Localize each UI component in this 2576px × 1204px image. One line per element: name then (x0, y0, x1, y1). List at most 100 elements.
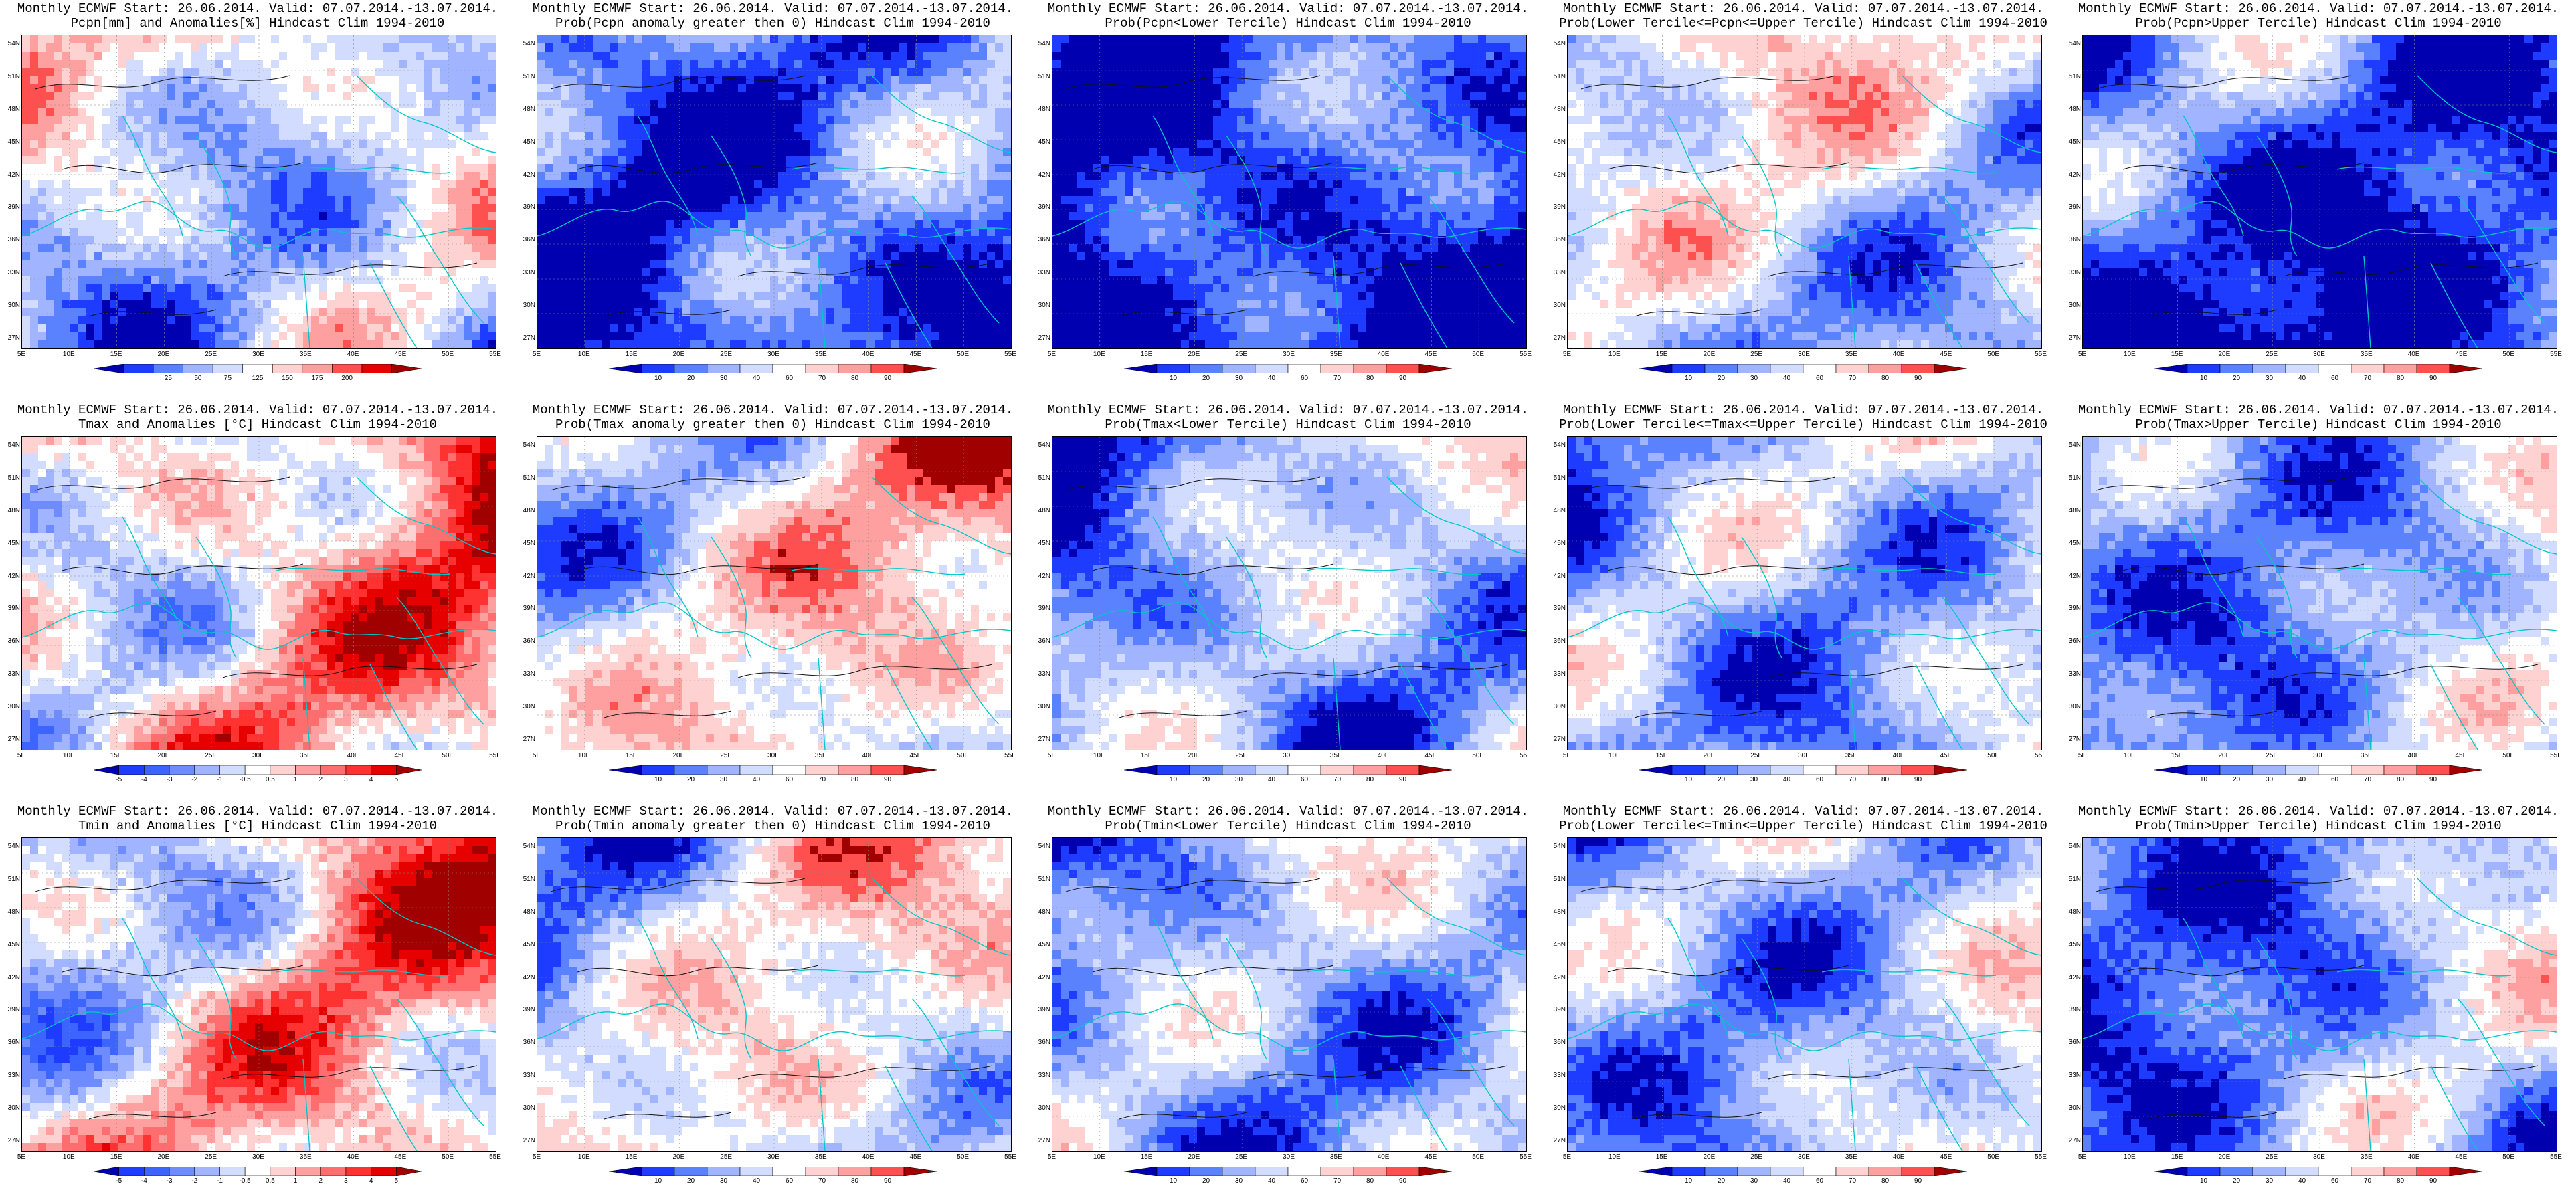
colorbar-label: 70 (1843, 1177, 1863, 1185)
latitude-tick-label: 54N (3, 40, 20, 47)
colorbar-label: 150 (278, 375, 298, 382)
longitude-tick-label: 30E (248, 752, 268, 759)
longitude-tick-label: 20E (668, 752, 688, 759)
colorbar-swatch (2285, 1166, 2319, 1177)
longitude-tick-label: 50E (2498, 350, 2518, 358)
colorbar-swatch (1737, 1166, 1771, 1177)
latitude-tick-label: 48N (1548, 106, 1566, 113)
colorbar-swatch (1934, 363, 1968, 374)
panel-title-line-2: Prob(Pcpn anomaly greater then 0) Hindca… (515, 16, 1030, 31)
latitude-tick-label: 33N (2063, 1072, 2081, 1079)
colorbar-label: 10 (2194, 375, 2214, 382)
latitude-tick-label: 51N (518, 876, 535, 883)
colorbar-label: 40 (2292, 776, 2312, 783)
colorbar-label: 60 (779, 375, 800, 382)
colorbar-label: 90 (878, 776, 898, 783)
latitude-tick-label: 36N (518, 236, 535, 243)
colorbar-swatch (608, 363, 642, 374)
map-panel: Monthly ECMWF Start: 26.06.2014. Valid: … (515, 0, 1030, 401)
longitude-tick-label: 10E (1604, 1153, 1625, 1161)
colorbar-label: 70 (1843, 375, 1863, 382)
colorbar-swatch (194, 1166, 220, 1177)
colorbar-label: 20 (1196, 776, 1216, 783)
longitude-tick-label: 10E (574, 350, 594, 358)
colorbar-swatch (242, 363, 273, 374)
latitude-tick-label: 48N (1033, 908, 1050, 916)
panel-title-line-1: Monthly ECMWF Start: 26.06.2014. Valid: … (515, 804, 1030, 819)
latitude-tick-label: 39N (1548, 605, 1566, 612)
latitude-tick-label: 33N (1548, 1072, 1566, 1079)
colorbar-label: 60 (1810, 375, 1830, 382)
colorbar-label: 10 (1679, 776, 1699, 783)
colorbar-label: 30 (714, 776, 734, 783)
longitude-tick-label: 40E (343, 752, 363, 759)
latitude-tick-label: 33N (1033, 670, 1050, 678)
colorbar-label: -2 (185, 776, 205, 783)
longitude-tick-label: 35E (811, 350, 831, 358)
longitude-tick-label: 10E (59, 752, 79, 759)
colorbar-swatch (272, 363, 303, 374)
latitude-tick-label: 39N (2063, 1006, 2081, 1013)
latitude-tick-label: 36N (518, 637, 535, 645)
colorbar-swatch (2449, 765, 2483, 775)
latitude-tick-label: 48N (1548, 507, 1566, 514)
colorbar-swatch (1901, 363, 1935, 374)
colorbar-swatch (1123, 363, 1158, 374)
longitude-tick-label: 20E (668, 1153, 688, 1161)
colorbar-swatch (2416, 765, 2450, 775)
colorbar-label: 40 (747, 776, 767, 783)
longitude-tick-label: 45E (390, 350, 410, 358)
colorbar-swatch (1835, 363, 1869, 374)
latitude-tick-label: 42N (1033, 974, 1050, 981)
colorbar-swatch (169, 1166, 195, 1177)
colorbar-label: 20 (1712, 375, 1732, 382)
latitude-tick-label: 36N (518, 1039, 535, 1046)
latitude-tick-label: 54N (3, 441, 20, 449)
latitude-tick-label: 48N (1548, 908, 1566, 916)
colorbar-label: 70 (812, 776, 832, 783)
panel-title-line-1: Monthly ECMWF Start: 26.06.2014. Valid: … (2061, 804, 2576, 819)
longitude-tick-label: 45E (2451, 752, 2471, 759)
colorbar-swatch (707, 363, 741, 374)
latitude-tick-label: 33N (518, 1072, 535, 1079)
latitude-tick-label: 45N (2063, 941, 2081, 948)
longitude-tick-label: 45E (1420, 350, 1441, 358)
latitude-tick-label: 42N (1548, 974, 1566, 981)
colorbar-label: 90 (1393, 776, 1413, 783)
latitude-tick-label: 33N (3, 269, 20, 276)
longitude-tick-label: 20E (2214, 350, 2234, 358)
longitude-tick-label: 55E (1515, 1153, 1536, 1161)
colorbar-svg (93, 363, 422, 374)
colorbar-label: 30 (1744, 375, 1764, 382)
longitude-tick-label: 30E (248, 350, 268, 358)
longitude-tick-label: 50E (1468, 1153, 1488, 1161)
longitude-tick-label: 50E (1468, 350, 1488, 358)
colorbar-label: 40 (747, 1177, 767, 1185)
colorbar-swatch (1418, 765, 1453, 775)
colorbar-label: 40 (1262, 1177, 1282, 1185)
colorbar (1639, 765, 1968, 775)
colorbar (93, 765, 422, 775)
longitude-tick-label: 35E (2357, 1153, 2377, 1161)
colorbar (1123, 363, 1453, 374)
longitude-tick-label: 35E (1326, 350, 1346, 358)
longitude-tick-label: 20E (153, 1153, 173, 1161)
colorbar-swatch (1353, 765, 1387, 775)
colorbar-swatch (183, 363, 213, 374)
longitude-tick-label: 35E (1841, 1153, 1861, 1161)
map-panel: Monthly ECMWF Start: 26.06.2014. Valid: … (2061, 803, 2576, 1204)
colorbar-swatch (270, 1166, 296, 1177)
longitude-tick-label: 35E (1326, 752, 1346, 759)
longitude-tick-label: 55E (2031, 752, 2051, 759)
colorbar-swatch (2383, 363, 2417, 374)
colorbar-swatch (153, 363, 183, 374)
panel-title-line-2: Prob(Pcpn<Lower Tercile) Hindcast Clim 1… (1030, 16, 1546, 31)
longitude-tick-label: 30E (1794, 752, 1814, 759)
colorbar-swatch (608, 765, 642, 775)
map-field-svg (537, 437, 1011, 750)
longitude-tick-label: 40E (2404, 752, 2424, 759)
colorbar-swatch (2318, 363, 2352, 374)
colorbar-swatch (641, 765, 675, 775)
map-field (1052, 35, 1527, 349)
longitude-tick-label: 5E (1557, 752, 1577, 759)
